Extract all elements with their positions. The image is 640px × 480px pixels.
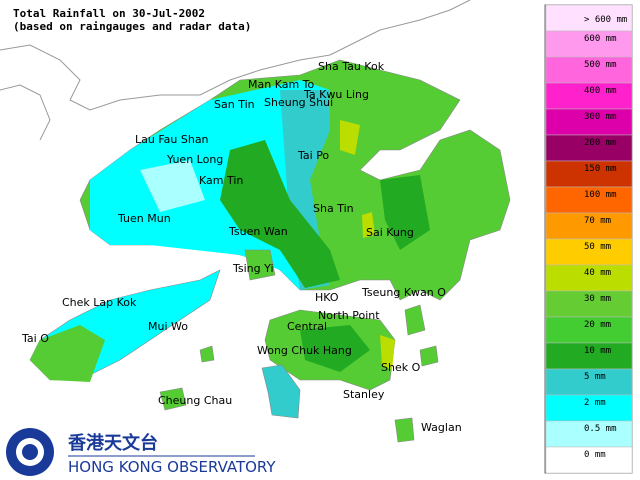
land (29, 59, 511, 443)
map-title: Total Rainfall on 30-Jul-2002 (13, 7, 205, 20)
map-subtitle: (based on raingauges and radar data) (13, 20, 251, 33)
legend-swatch (545, 342, 633, 370)
legend-swatch (545, 316, 633, 344)
legend-label: 400 mm (584, 86, 617, 96)
place-label: Central (287, 320, 327, 333)
legend-label: 0 mm (584, 450, 606, 460)
place-label: Ta Kwu Ling (303, 88, 369, 101)
legend-label: 5 mm (584, 372, 606, 382)
legend-swatch (545, 4, 633, 32)
legend-swatch (545, 420, 633, 448)
legend-label: 300 mm (584, 112, 617, 122)
legend-swatch (545, 30, 633, 58)
logo-emblem-core (22, 444, 38, 460)
place-label: Tsing Yi (232, 262, 274, 275)
place-label: Tai Po (297, 149, 329, 162)
place-label: HKO (315, 291, 339, 304)
legend-swatch (545, 56, 633, 84)
legend-label: 2 mm (584, 398, 606, 408)
logo: 香港天文台 HONG KONG OBSERVATORY (6, 428, 276, 476)
place-label: Sha Tin (313, 202, 354, 215)
place-label: North Point (318, 309, 380, 322)
coastline (0, 0, 471, 141)
place-label: Man Kam To (248, 78, 315, 91)
place-label: Tsuen Wan (228, 225, 288, 238)
place-label: Cheung Chau (158, 394, 232, 407)
place-label: Lau Fau Shan (135, 133, 209, 146)
place-label: Shek O (381, 361, 421, 374)
legend-label: 0.5 mm (584, 424, 617, 434)
legend-swatch (545, 160, 633, 188)
place-label: Stanley (343, 388, 385, 401)
place-label: Tseung Kwan O (361, 286, 446, 299)
place-label: Mui Wo (148, 320, 188, 333)
place-label: Yuen Long (166, 153, 223, 166)
legend-swatch (545, 186, 633, 214)
legend-label: 20 mm (584, 320, 611, 330)
legend-swatch (545, 446, 633, 474)
place-label: Sha Tau Kok (318, 60, 385, 73)
legend-swatch (545, 264, 633, 292)
legend-label: 600 mm (584, 34, 617, 44)
legend-label: 10 mm (584, 346, 611, 356)
legend-label: 100 mm (584, 190, 617, 200)
place-label: Sheung Shui (264, 96, 333, 109)
place-label: Chek Lap Kok (62, 296, 137, 309)
place-label: Sai Kung (366, 226, 414, 239)
legend-swatch (545, 134, 633, 162)
legend-label: > 600 mm (584, 15, 627, 25)
place-label: Tai O (21, 332, 49, 345)
place-label: Kam Tin (199, 174, 243, 187)
legend-label: 500 mm (584, 60, 617, 70)
legend-label: 200 mm (584, 138, 617, 148)
legend-swatch (545, 108, 633, 136)
legend-label: 40 mm (584, 268, 611, 278)
place-label: Tuen Mun (117, 212, 171, 225)
logo-english: HONG KONG OBSERVATORY (68, 458, 276, 476)
legend-label: 50 mm (584, 242, 611, 252)
legend-swatch (545, 368, 633, 396)
legend-label: 150 mm (584, 164, 617, 174)
legend-swatch (545, 238, 633, 266)
place-label: Wong Chuk Hang (257, 344, 352, 357)
legend-swatch (545, 212, 633, 240)
legend-label: 70 mm (584, 216, 611, 226)
place-label: Waglan (421, 421, 462, 434)
legend-label: 30 mm (584, 294, 611, 304)
logo-chinese: 香港天文台 (67, 432, 158, 453)
legend-swatch (545, 394, 633, 422)
place-label: San Tin (214, 98, 255, 111)
